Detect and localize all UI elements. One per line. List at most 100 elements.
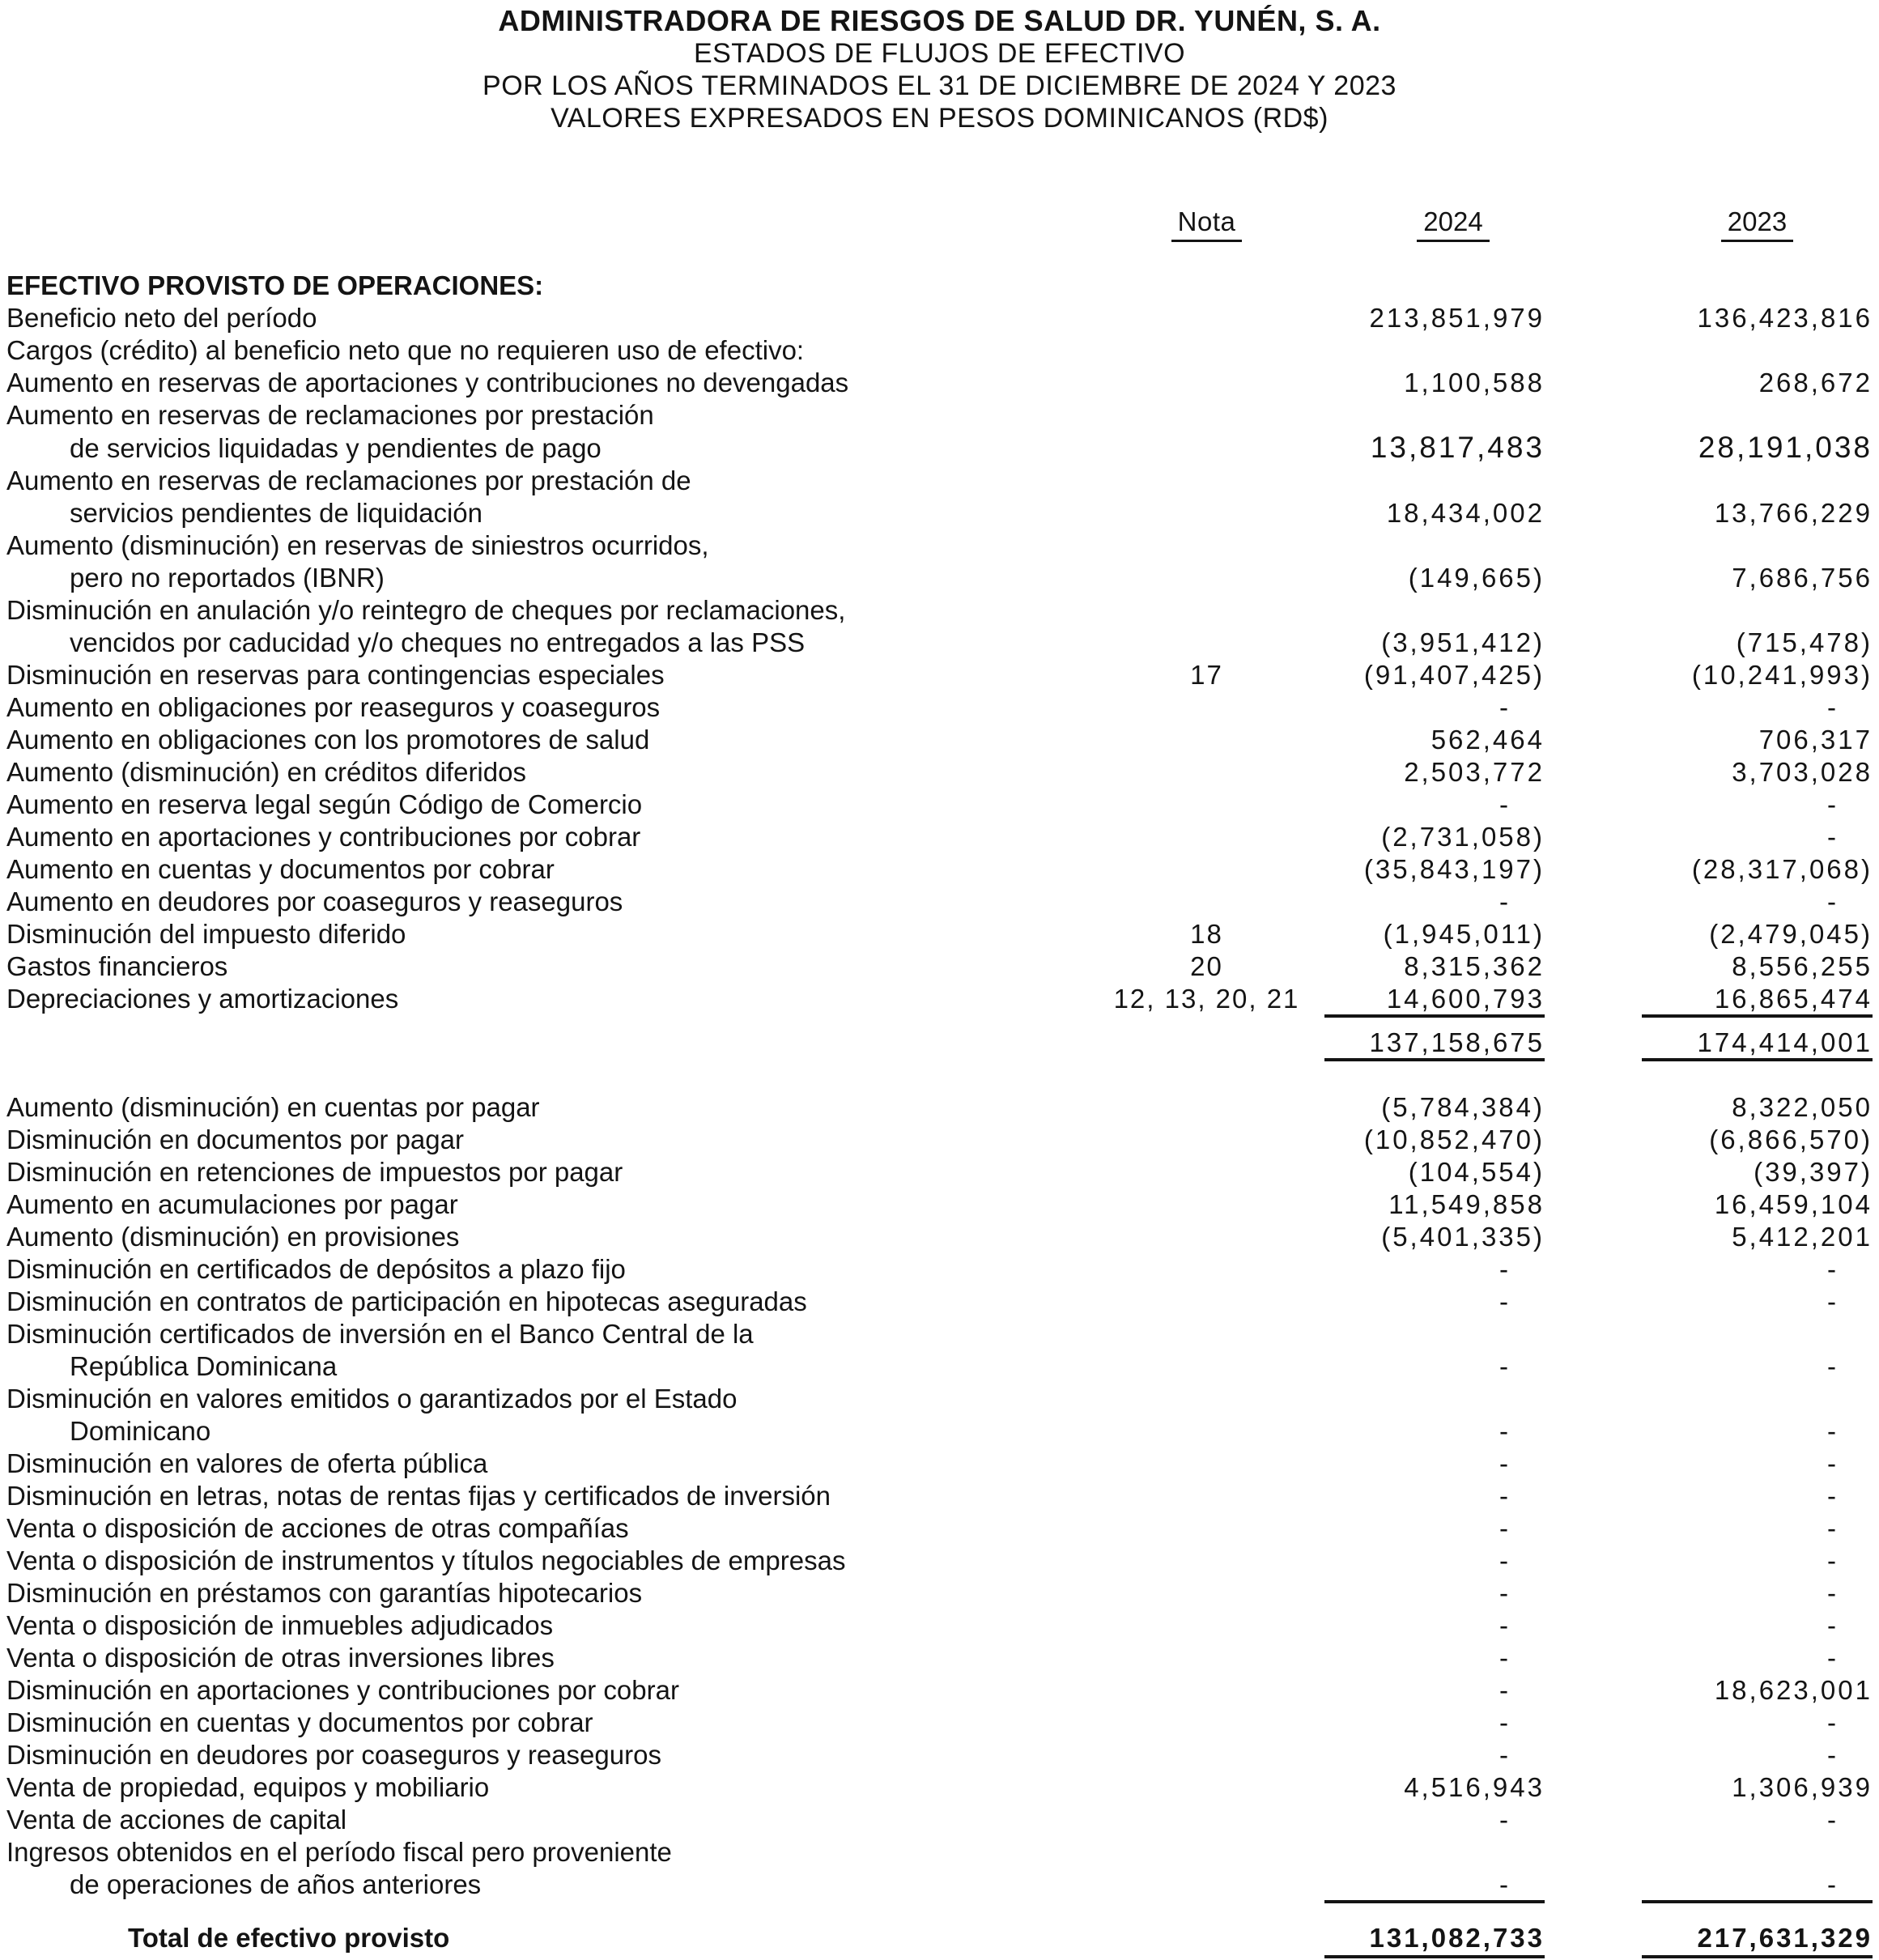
row-value-2024: (104,554)	[1408, 1157, 1545, 1187]
row-value-2023-cell: (10,241,993)	[1545, 659, 1873, 691]
row-value-2023: (6,866,570)	[1709, 1125, 1873, 1154]
row-value-2024-cell: -	[1302, 1448, 1545, 1480]
row-label: Aumento en reservas de reclamaciones por…	[6, 400, 654, 430]
row-value-2024-cell: (104,554)	[1302, 1156, 1545, 1188]
row-value-2023-cell: -	[1545, 789, 1873, 821]
row-value-2023: 706,317	[1758, 725, 1873, 755]
table-row: vencidos por caducidad y/o cheques no en…	[6, 627, 1873, 659]
row-value-2023-cell: (2,479,045)	[1545, 918, 1873, 950]
table-row: Aumento en aportaciones y contribuciones…	[6, 821, 1873, 853]
row-value-2023: 13,766,229	[1714, 498, 1873, 528]
row-value-2024-cell: 562,464	[1302, 724, 1545, 756]
row-value-2024-cell: 18,434,002	[1302, 497, 1545, 529]
row-value-2024: -	[1499, 692, 1508, 722]
table-row: Aumento (disminución) en reservas de sin…	[6, 529, 1873, 562]
row-label: Aumento en obligaciones con los promotor…	[6, 725, 650, 755]
row-value-2024-cell: (10,852,470)	[1302, 1124, 1545, 1156]
row-value-2024-cell: (1,945,011)	[1302, 918, 1545, 950]
row-value-2023-cell: -	[1545, 1707, 1873, 1739]
row-value-2024: -	[1499, 1481, 1508, 1511]
row-value-2023-cell: -	[1545, 1480, 1873, 1512]
row-value-2024: -	[1499, 789, 1508, 819]
row-label: Venta de acciones de capital	[6, 1805, 347, 1835]
row-value-2023-cell: 16,459,104	[1545, 1188, 1873, 1221]
row-value-2023: -	[1827, 1513, 1836, 1543]
subtotal-row: 137,158,675 174,414,001	[6, 1027, 1873, 1061]
row-value-2024: -	[1499, 1448, 1508, 1478]
row-label: Venta o disposición de inmuebles adjudic…	[6, 1610, 554, 1640]
row-value-2023: 1,306,939	[1732, 1772, 1873, 1802]
row-label: Aumento (disminución) en provisiones	[6, 1222, 460, 1252]
row-value-2024: 2,503,772	[1404, 757, 1545, 787]
col-header-nota: Nota	[1171, 206, 1243, 242]
table-row: Disminución certificados de inversión en…	[6, 1318, 1873, 1350]
row-value-2023: -	[1827, 1481, 1836, 1511]
table-row: República Dominicana - -	[6, 1350, 1873, 1383]
row-label: Gastos financieros	[6, 951, 228, 981]
table-row: Disminución en cuentas y documentos por …	[6, 1707, 1873, 1739]
table-row: Ingresos obtenidos en el período fiscal …	[6, 1836, 1873, 1869]
row-label: de operaciones de años anteriores	[70, 1869, 482, 1899]
row-label: Disminución en cuentas y documentos por …	[6, 1707, 593, 1737]
row-value-2024: 131,082,733	[1369, 1923, 1545, 1953]
row-label: Disminución en documentos por pagar	[6, 1125, 464, 1154]
row-value-2024: -	[1499, 1351, 1508, 1381]
table-row: Disminución en reservas para contingenci…	[6, 659, 1873, 691]
row-label: Disminución en deudores por coaseguros y…	[6, 1740, 661, 1770]
row-value-2024: (1,945,011)	[1383, 919, 1545, 949]
row-value-2024-cell: -	[1302, 1350, 1545, 1383]
row-value-2023-cell: -	[1545, 691, 1873, 724]
row-value-2023-cell: 16,865,474	[1545, 983, 1873, 1018]
table-row: pero no reportados (IBNR) (149,665) 7,686,…	[6, 562, 1873, 594]
section-title-row: EFECTIVO PROVISTO DE OPERACIONES:	[6, 270, 1873, 302]
row-value-2023-cell: -	[1545, 1804, 1873, 1836]
row-value-2023-cell: -	[1545, 1577, 1873, 1609]
row-value-2024: (3,951,412)	[1381, 627, 1545, 657]
row-label: Dominicano	[70, 1416, 211, 1446]
row-value-2024-cell: -	[1302, 1804, 1545, 1836]
row-value-2023: 8,322,050	[1732, 1092, 1873, 1122]
row-value-2024: 18,434,002	[1386, 498, 1545, 528]
row-value-2024: 137,158,675	[1369, 1027, 1545, 1057]
row-value-2023: (2,479,045)	[1709, 919, 1873, 949]
row-value-2024-cell: 8,315,362	[1302, 950, 1545, 983]
table-row: Venta o disposición de otras inversiones…	[6, 1642, 1873, 1674]
row-value-2024-cell: 137,158,675	[1302, 1027, 1545, 1061]
row-value-2023: -	[1827, 1545, 1836, 1575]
row-value-2024: -	[1499, 1545, 1508, 1575]
row-label: Aumento en aportaciones y contribuciones…	[6, 822, 641, 852]
row-value-2023-cell: -	[1545, 1415, 1873, 1448]
row-label: Aumento (disminución) en cuentas por pag…	[6, 1092, 540, 1122]
statement-rows: EFECTIVO PROVISTO DE OPERACIONES: Benefic…	[6, 270, 1873, 1960]
row-value-2023: -	[1827, 692, 1836, 722]
row-label: Disminución certificados de inversión en…	[6, 1319, 754, 1349]
row-label: Disminución en aportaciones y contribuci…	[6, 1675, 679, 1705]
document-header: ADMINISTRADORA DE RIESGOS DE SALUD DR. Y…	[6, 5, 1873, 134]
row-value-2024: -	[1499, 1286, 1508, 1316]
row-label: Aumento en acumulaciones por pagar	[6, 1189, 458, 1219]
row-value-2024-cell: -	[1302, 886, 1545, 918]
row-value-2024-cell: 11,549,858	[1302, 1188, 1545, 1221]
row-value-2023: -	[1827, 1578, 1836, 1608]
row-value-2023-cell: 5,412,201	[1545, 1221, 1873, 1253]
row-value-2024: (149,665)	[1408, 563, 1545, 593]
row-value-2023-cell: -	[1545, 1286, 1873, 1318]
row-label: Disminución en valores emitidos o garant…	[6, 1384, 738, 1414]
row-label: Disminución en anulación y/o reintegro d…	[6, 595, 846, 625]
row-nota-ref: 20	[1190, 951, 1223, 981]
row-value-2024-cell: -	[1302, 1707, 1545, 1739]
row-value-2024-cell: 14,600,793	[1302, 983, 1545, 1018]
row-label: Disminución en contratos de participació…	[6, 1286, 807, 1316]
row-value-2023-cell: -	[1545, 1448, 1873, 1480]
row-label: Disminución en letras, notas de rentas f…	[6, 1481, 831, 1511]
row-value-2023: 8,556,255	[1732, 951, 1873, 981]
row-value-2023: -	[1827, 1416, 1836, 1446]
table-row: Disminución en contratos de participació…	[6, 1286, 1873, 1318]
row-value-2023: (39,397)	[1754, 1157, 1873, 1187]
row-value-2023-cell: -	[1545, 821, 1873, 853]
row-label: Ingresos obtenidos en el período fiscal …	[6, 1837, 672, 1867]
row-value-2024-cell: (2,731,058)	[1302, 821, 1545, 853]
row-value-2024: -	[1499, 1869, 1508, 1899]
col-header-2023: 2023	[1720, 206, 1794, 242]
table-row: Aumento en obligaciones con los promotor…	[6, 724, 1873, 756]
